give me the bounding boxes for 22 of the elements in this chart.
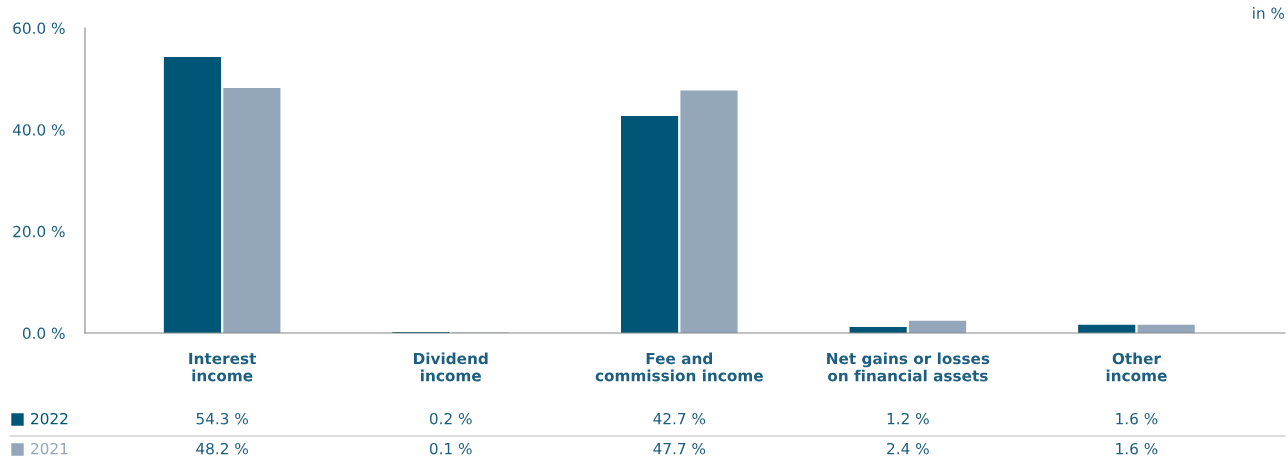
- x-tick-label: Interest income: [189, 352, 257, 382]
- data-label: 1.6 %: [1116, 442, 1158, 455]
- data-label: 47.7 %: [653, 442, 706, 455]
- x-tick-label: Fee and commission income: [595, 352, 763, 382]
- x-tick-label: Other income: [1106, 352, 1167, 382]
- data-label: 1.6 %: [1116, 412, 1158, 425]
- x-tick-label: Net gains or losses on financial assets: [827, 352, 990, 382]
- data-label: 54.3 %: [196, 412, 248, 425]
- y-tick-label: 40.0 %: [12, 124, 65, 136]
- data-label: 42.7 %: [653, 412, 706, 425]
- y-tick-label: 60.0 %: [13, 22, 65, 35]
- text: in %: [1253, 7, 1285, 19]
- data-label: 48.2 %: [196, 442, 248, 455]
- x-tick-label: Dividend income: [414, 352, 488, 382]
- data-label: 0.1 %: [429, 442, 472, 455]
- y-tick-label: 20.0 %: [13, 225, 65, 238]
- legend-label: 2021: [31, 442, 68, 455]
- y-tick-label: 0.0 %: [22, 327, 65, 340]
- legend-label: 2022: [31, 412, 68, 425]
- data-label: 2.4 %: [887, 442, 929, 455]
- data-label: 1.2 %: [887, 412, 929, 425]
- data-label: 0.2 %: [429, 412, 472, 425]
